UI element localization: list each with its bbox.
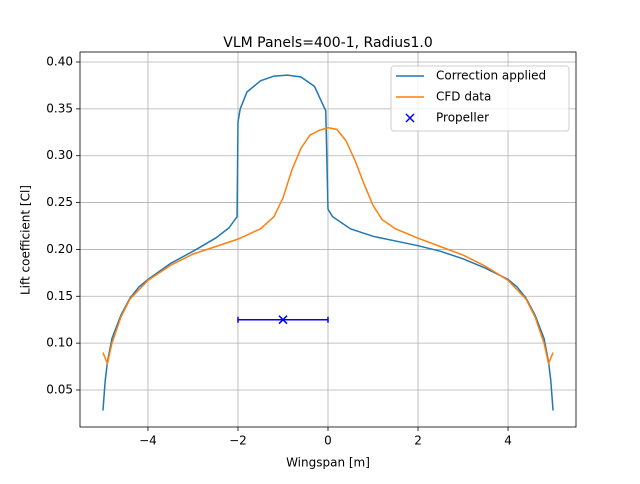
y-tick-label: 0.05 [46,382,73,396]
y-tick-label: 0.15 [46,289,73,303]
legend-marker [405,113,415,123]
x-tick-label: 4 [504,434,512,448]
y-tick-label: 0.30 [46,148,73,162]
chart-title: VLM Panels=400-1, Radius1.0 [223,35,433,51]
x-tick-label: −4 [139,434,157,448]
data-line [102,126,554,367]
x-tick-label: 0 [324,434,332,448]
y-tick-label: 0.40 [46,55,73,69]
y-tick-label: 0.10 [46,336,73,350]
plot-frame [79,51,577,428]
x-axis-label: Wingspan [m] [286,456,370,470]
y-tick-label: 0.20 [46,242,73,256]
legend-label: CFD data [436,90,491,104]
y-tick-label: 0.35 [46,101,73,115]
scatter-point [278,315,288,325]
legend-label: Propeller [436,111,489,125]
x-tick-label: −2 [229,434,247,448]
x-tick-label: 2 [414,434,422,448]
y-axis-label: Lift coefficient [Cl] [19,185,33,295]
data-line [102,74,554,411]
legend-label: Correction applied [436,69,546,83]
legend-box [390,65,570,132]
y-tick-label: 0.25 [46,195,73,209]
